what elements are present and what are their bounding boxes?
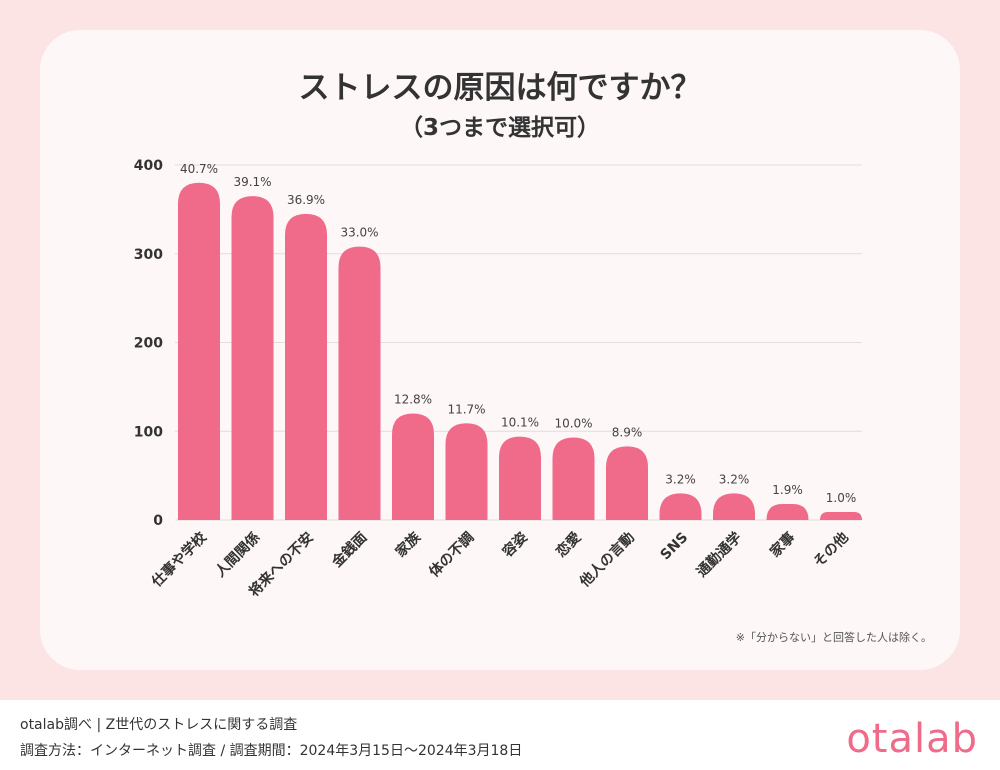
x-tick-label: SNS bbox=[657, 530, 691, 564]
otalab-logo[interactable]: otalab bbox=[846, 716, 978, 762]
data-label: 10.1% bbox=[501, 416, 539, 430]
bar bbox=[606, 446, 648, 520]
y-tick-label: 400 bbox=[134, 158, 163, 174]
data-label: 36.9% bbox=[287, 193, 325, 207]
x-tick-label: 人間関係 bbox=[212, 529, 264, 581]
data-label: 39.1% bbox=[233, 175, 271, 189]
bar bbox=[445, 423, 488, 520]
data-label: 3.2% bbox=[719, 472, 750, 486]
x-tick-label: 仕事や学校 bbox=[148, 528, 211, 591]
x-tick-label: 通勤通学 bbox=[693, 529, 745, 581]
bar bbox=[338, 246, 381, 520]
y-tick-label: 300 bbox=[134, 247, 163, 263]
x-tick-label: その他 bbox=[810, 529, 852, 571]
x-tick-label: 容姿 bbox=[498, 528, 531, 561]
x-tick-label: 他人の言動 bbox=[576, 529, 638, 591]
x-tick-label: 恋愛 bbox=[553, 529, 585, 561]
data-label: 12.8% bbox=[394, 393, 432, 407]
chart-subtitle: （3つまで選択可） bbox=[399, 115, 600, 141]
footnote: ※「分からない」と回答した人は除く。 bbox=[735, 631, 932, 644]
x-tick-label: 家族 bbox=[392, 528, 425, 561]
bar bbox=[499, 436, 541, 520]
bar bbox=[231, 196, 274, 520]
data-label: 40.7% bbox=[180, 162, 218, 176]
data-label: 3.2% bbox=[665, 472, 696, 486]
data-label: 11.7% bbox=[447, 402, 485, 416]
chart-title: ストレスの原因は何ですか？ bbox=[298, 70, 702, 106]
bar bbox=[552, 437, 595, 520]
x-tick-label: 家事 bbox=[767, 529, 799, 561]
x-tick-label: 金銭面 bbox=[328, 529, 370, 571]
data-label: 8.9% bbox=[612, 425, 643, 439]
bar-chart: 0 100 200 300 400 40.7% 39.1% 36.9% 33.0% 12.8% 1… bbox=[134, 158, 862, 600]
data-label: 10.0% bbox=[554, 416, 592, 430]
footer bbox=[0, 700, 1000, 770]
bar bbox=[178, 182, 220, 520]
source-line: otalab調べ | Z世代のストレスに関する調査 bbox=[20, 717, 298, 733]
data-label: 1.9% bbox=[772, 483, 803, 497]
bar bbox=[766, 504, 809, 520]
x-tick-label: 体の不調 bbox=[426, 529, 478, 581]
bar bbox=[392, 413, 434, 520]
y-tick-label: 0 bbox=[153, 513, 163, 529]
bar bbox=[285, 213, 327, 520]
method-line: 調査方法：インターネット調査 / 調査期間：2024年3月15日〜2024年3月… bbox=[20, 743, 523, 759]
y-tick-label: 100 bbox=[134, 424, 163, 440]
data-label: 33.0% bbox=[340, 226, 378, 240]
bar bbox=[659, 493, 702, 520]
y-tick-label: 200 bbox=[134, 336, 163, 352]
bar bbox=[820, 512, 862, 520]
data-label: 1.0% bbox=[826, 491, 857, 505]
bar bbox=[713, 493, 755, 520]
